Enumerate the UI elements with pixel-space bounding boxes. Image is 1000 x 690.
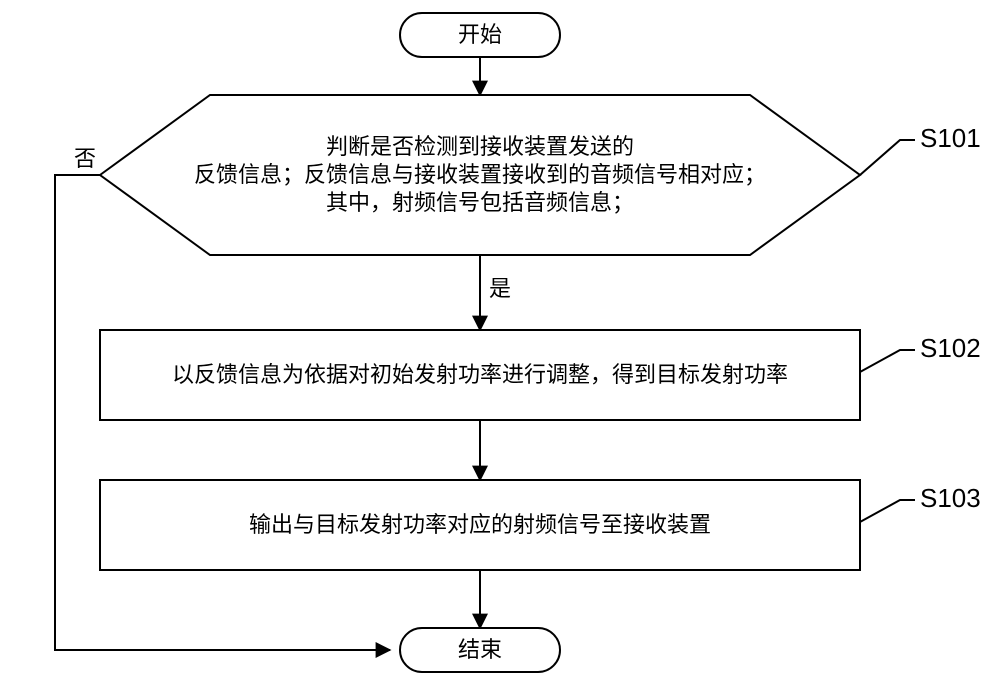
process-1-node: 以反馈信息为依据对初始发射功率进行调整，得到目标发射功率 (100, 330, 860, 420)
start-label: 开始 (458, 22, 502, 47)
process-2-node: 输出与目标发射功率对应的射频信号至接收装置 (100, 480, 860, 570)
end-label: 结束 (458, 637, 502, 662)
s101-text: S101 (920, 123, 981, 153)
step-label-s103: S103 (860, 483, 981, 522)
s103-text: S103 (920, 483, 981, 513)
process-2-text: 输出与目标发射功率对应的射频信号至接收装置 (249, 512, 711, 537)
decision-line-3: 其中，射频信号包括音频信息； (326, 190, 634, 215)
s102-text: S102 (920, 333, 981, 363)
step-label-s101: S101 (860, 123, 981, 175)
process-1-text: 以反馈信息为依据对初始发射功率进行调整，得到目标发射功率 (172, 362, 788, 387)
end-node: 结束 (400, 628, 560, 672)
edge-decision-yes: 是 (480, 255, 511, 330)
start-node: 开始 (400, 13, 560, 57)
edge-label-yes: 是 (489, 276, 511, 301)
decision-node: 判断是否检测到接收装置发送的 反馈信息；反馈信息与接收装置接收到的音频信号相对应… (100, 95, 860, 255)
decision-line-2: 反馈信息；反馈信息与接收装置接收到的音频信号相对应； (194, 162, 766, 187)
decision-line-1: 判断是否检测到接收装置发送的 (326, 134, 634, 159)
edge-label-no: 否 (74, 146, 96, 171)
step-label-s102: S102 (860, 333, 981, 372)
